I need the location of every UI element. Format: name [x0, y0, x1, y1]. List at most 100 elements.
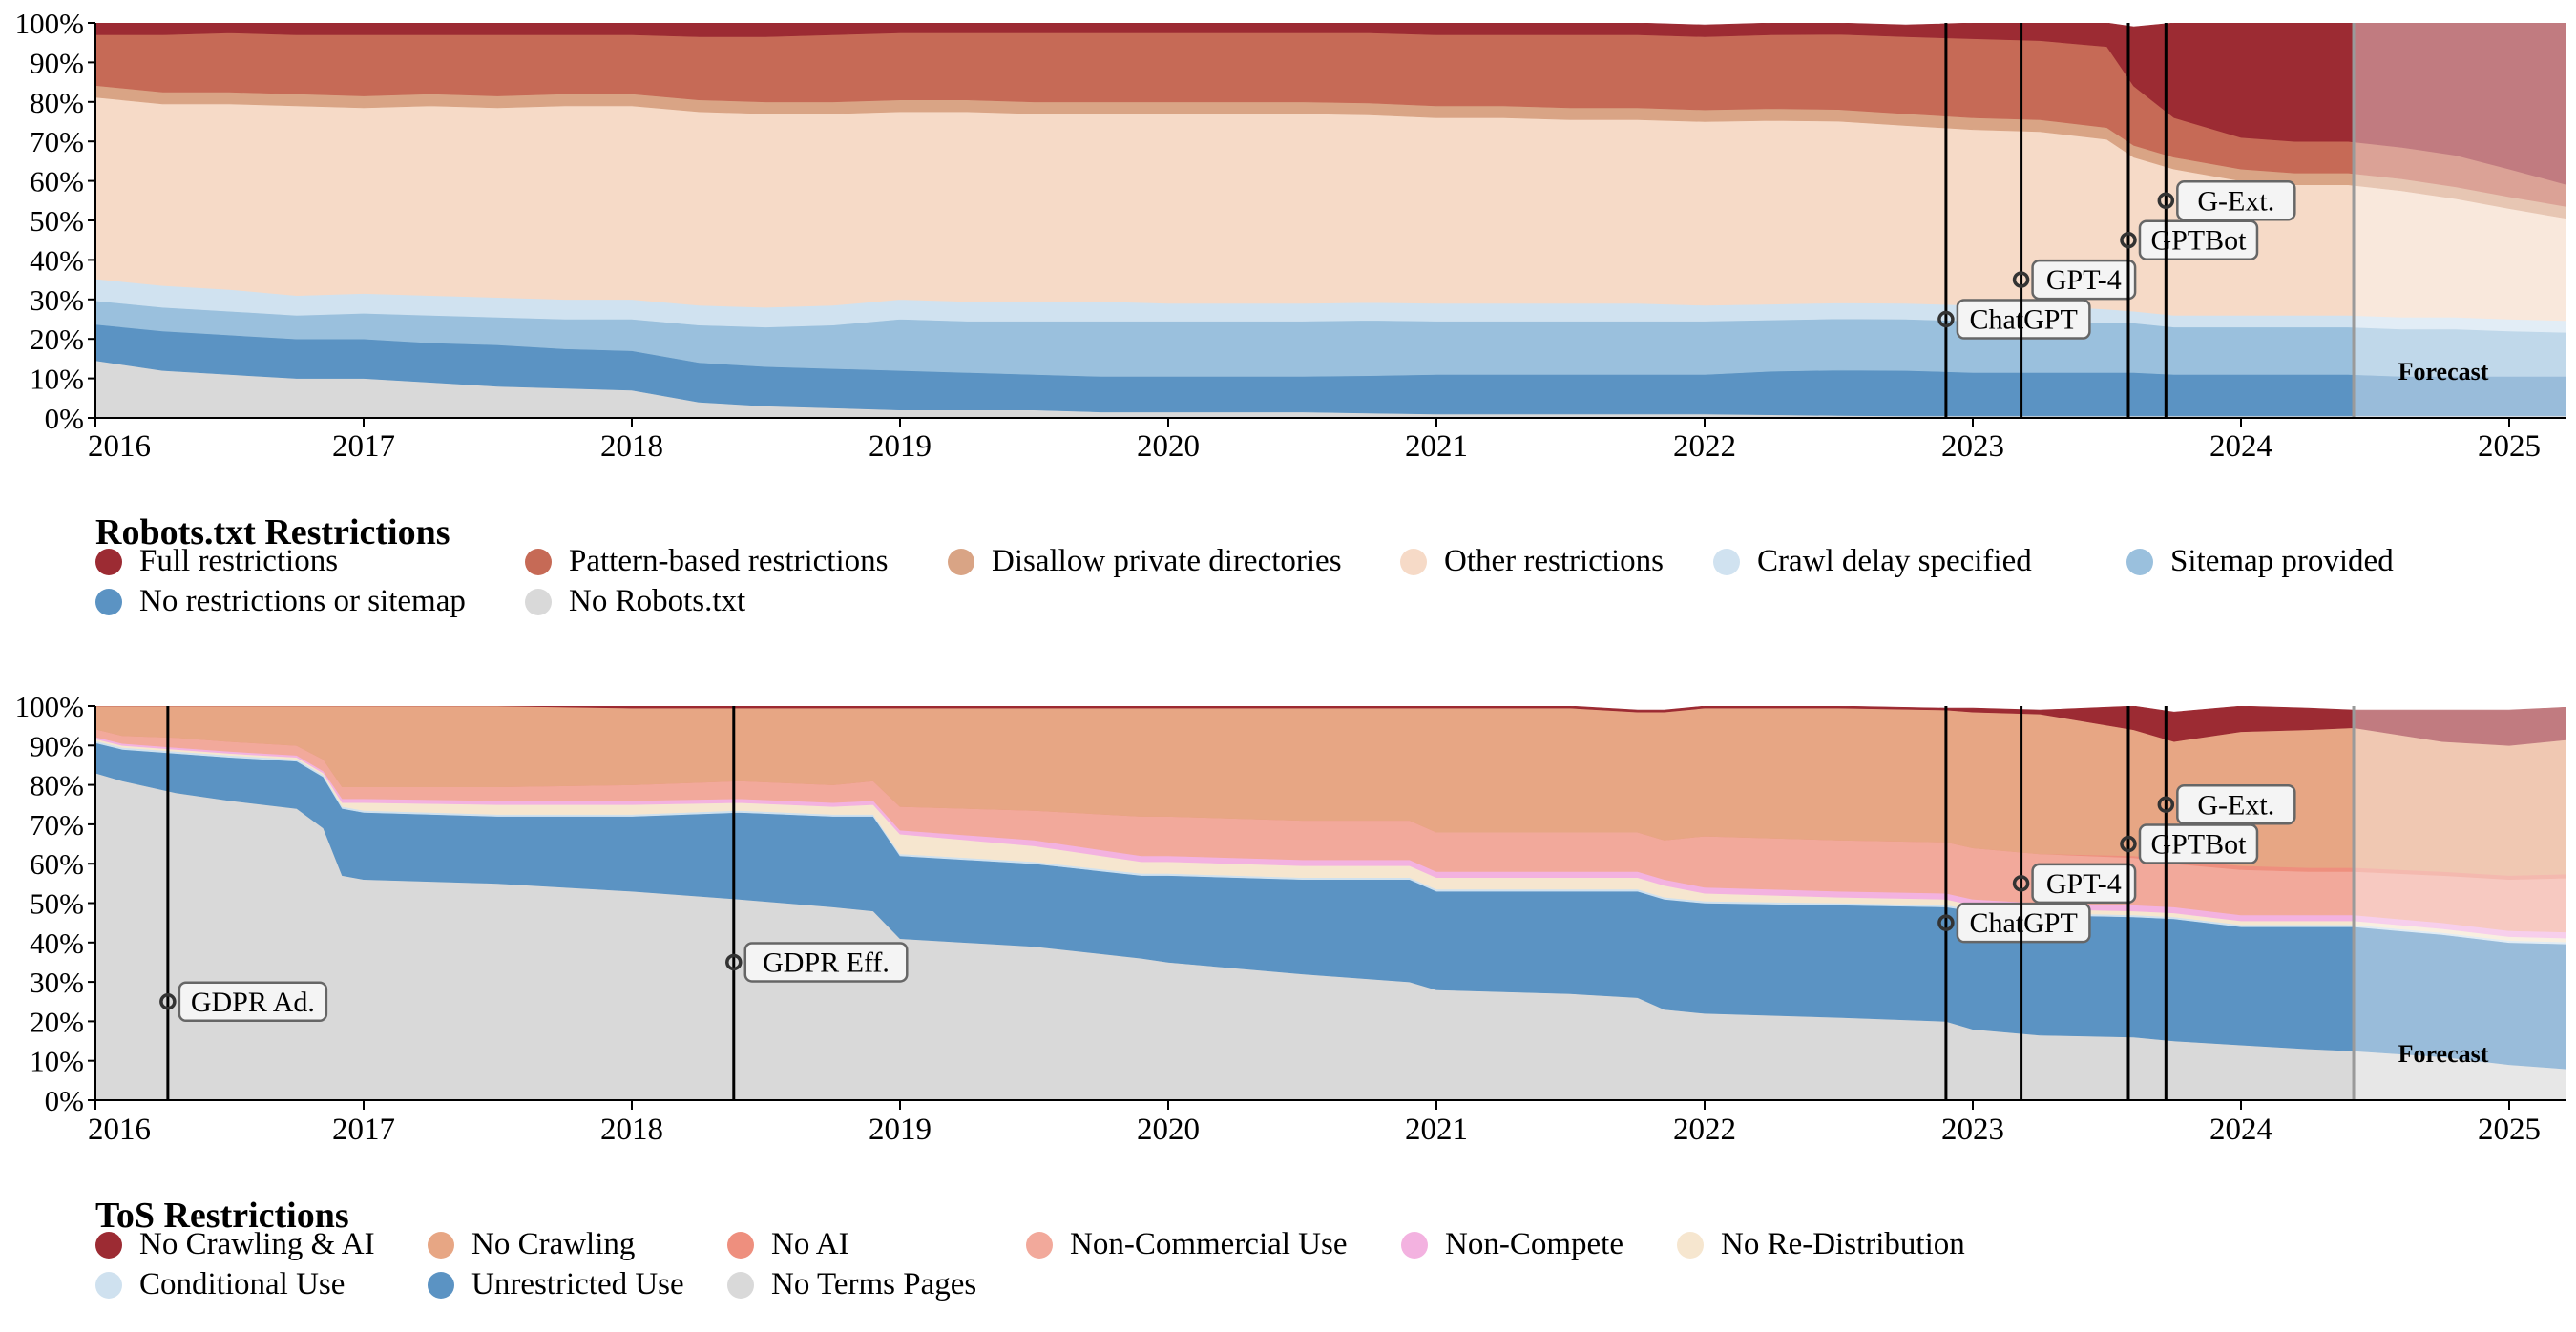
- x-tick-label: 2024: [2209, 1113, 2272, 1147]
- legend-label: Crawl delay specified: [1757, 544, 2032, 578]
- x-tick-label: 2021: [1405, 429, 1468, 464]
- legend-item: Non-Commercial Use: [1026, 1227, 1348, 1262]
- y-tick-label: 50%: [30, 204, 84, 238]
- legend-item: Crawl delay specified: [1713, 544, 2032, 579]
- forecast-overlay: [2354, 706, 2566, 1100]
- legend-label: Pattern-based restrictions: [569, 544, 889, 578]
- legend-swatch-icon: [727, 1231, 754, 1259]
- y-tick-label: 20%: [30, 323, 84, 356]
- legend-swatch-icon: [727, 1271, 754, 1299]
- y-tick-label: 70%: [30, 808, 84, 842]
- legend-label: Disallow private directories: [992, 544, 1342, 578]
- legend-label: Unrestricted Use: [471, 1267, 684, 1301]
- legend-item: No Re-Distribution: [1677, 1227, 1965, 1262]
- legend-title-robots: Robots.txt Restrictions: [95, 512, 450, 552]
- legend-item: No Robots.txt: [525, 584, 745, 619]
- legend-swatch-icon: [525, 548, 552, 575]
- y-tick-label: 100%: [15, 7, 84, 40]
- x-tick-label: 2017: [332, 429, 395, 464]
- legend-swatch-icon: [1026, 1231, 1053, 1259]
- legend-label: No Re-Distribution: [1721, 1227, 1965, 1261]
- event-label: ChatGPT: [1969, 304, 2077, 336]
- x-tick-label: 2023: [1941, 429, 2004, 464]
- y-tick-label: 40%: [30, 243, 84, 277]
- x-tick-label: 2018: [600, 429, 663, 464]
- x-tick-label: 2016: [88, 1113, 151, 1147]
- y-axis: 0% 10% 20% 30% 40% 50% 60% 70% 80% 90% 100%: [15, 7, 96, 435]
- event-label: GPT-4: [2046, 868, 2122, 900]
- legend-item: Other restrictions: [1400, 544, 1664, 579]
- event-marker: GPT-4: [2012, 23, 2137, 418]
- legend-swatch-icon: [428, 1231, 454, 1259]
- x-tick-label: 2025: [2478, 429, 2541, 464]
- legend-item: No Terms Pages: [727, 1267, 976, 1302]
- event-marker: G-Ext.: [2157, 23, 2296, 418]
- event-marker: G-Ext.: [2157, 706, 2296, 1100]
- legend-item: Sitemap provided: [2126, 544, 2394, 579]
- x-tick-label: 2019: [869, 429, 932, 464]
- legend-label: No Crawling & AI: [139, 1227, 375, 1261]
- x-tick-label: 2020: [1137, 1113, 1200, 1147]
- legend-item: No Crawling & AI: [95, 1227, 375, 1262]
- legend-label: No Robots.txt: [569, 584, 746, 618]
- legend-item: No Crawling: [428, 1227, 635, 1262]
- event-label: GDPR Ad.: [191, 987, 315, 1018]
- legend-label: No Terms Pages: [771, 1267, 977, 1301]
- event-marker: GDPR Ad.: [159, 706, 328, 1100]
- legend-swatch-icon: [1401, 1231, 1428, 1259]
- x-tick-label: 2018: [600, 1113, 663, 1147]
- legend-item: Disallow private directories: [948, 544, 1342, 579]
- event-marker: ChatGPT: [1937, 706, 2091, 1100]
- y-tick-label: 20%: [30, 1005, 84, 1038]
- series-area-full-restrictions: [95, 23, 2566, 185]
- x-tick-label: 2020: [1137, 429, 1200, 464]
- legend-swatch-icon: [948, 548, 974, 575]
- event-label: G-Ext.: [2197, 185, 2274, 217]
- forecast-label: Forecast: [2398, 358, 2489, 385]
- legend-label: Conditional Use: [139, 1267, 346, 1301]
- x-tick-label: 2021: [1405, 1113, 1468, 1147]
- legend-label: Full restrictions: [139, 544, 339, 578]
- series-area-no-crawling-ai: [95, 706, 2566, 746]
- event-marker: GDPR Eff.: [725, 706, 909, 1100]
- legend-swatch-icon: [1713, 548, 1740, 575]
- y-tick-label: 80%: [30, 86, 84, 119]
- legend-swatch-icon: [95, 548, 122, 575]
- y-tick-label: 10%: [30, 1045, 84, 1078]
- y-tick-label: 0%: [45, 402, 84, 435]
- event-marker: GPT-4: [2012, 706, 2137, 1100]
- x-tick-label: 2022: [1673, 1113, 1736, 1147]
- legend-swatch-icon: [428, 1271, 454, 1299]
- y-tick-label: 90%: [30, 46, 84, 79]
- legend-label: No restrictions or sitemap: [139, 584, 466, 618]
- legend-label: Sitemap provided: [2170, 544, 2394, 578]
- legend-label: Non-Compete: [1445, 1227, 1623, 1261]
- legend-swatch-icon: [1677, 1231, 1704, 1259]
- areas: [95, 23, 2566, 418]
- y-tick-label: 50%: [30, 887, 84, 921]
- y-tick-label: 10%: [30, 363, 84, 396]
- chart-panel-1: Forecast 0% 10% 20% 30% 40% 50% 60% 70% 80% 90% 100…: [15, 690, 2566, 1147]
- legend-item: Non-Compete: [1401, 1227, 1623, 1262]
- x-tick-label: 2025: [2478, 1113, 2541, 1147]
- x-tick-label: 2022: [1673, 429, 1736, 464]
- y-tick-label: 100%: [15, 690, 84, 723]
- x-tick-label: 2023: [1941, 1113, 2004, 1147]
- x-axis: 2016 2017 2018 2019 2020 2021 2022 2023 2024 2025: [88, 1099, 2566, 1147]
- legend-label: Other restrictions: [1444, 544, 1665, 578]
- x-tick-label: 2016: [88, 429, 151, 464]
- legend-item: No AI: [727, 1227, 849, 1262]
- legend-item: Pattern-based restrictions: [525, 544, 888, 579]
- legend-swatch-icon: [2126, 548, 2153, 575]
- event-label: ChatGPT: [1969, 907, 2077, 939]
- legend-swatch-icon: [525, 588, 552, 615]
- areas: [95, 706, 2566, 1100]
- y-tick-label: 30%: [30, 966, 84, 999]
- legend-swatch-icon: [95, 1231, 122, 1259]
- legend-item: Unrestricted Use: [428, 1267, 684, 1302]
- forecast-overlay: [2354, 23, 2566, 418]
- legend-label: No Crawling: [471, 1227, 636, 1261]
- y-tick-label: 90%: [30, 729, 84, 762]
- forecast-label: Forecast: [2398, 1040, 2489, 1068]
